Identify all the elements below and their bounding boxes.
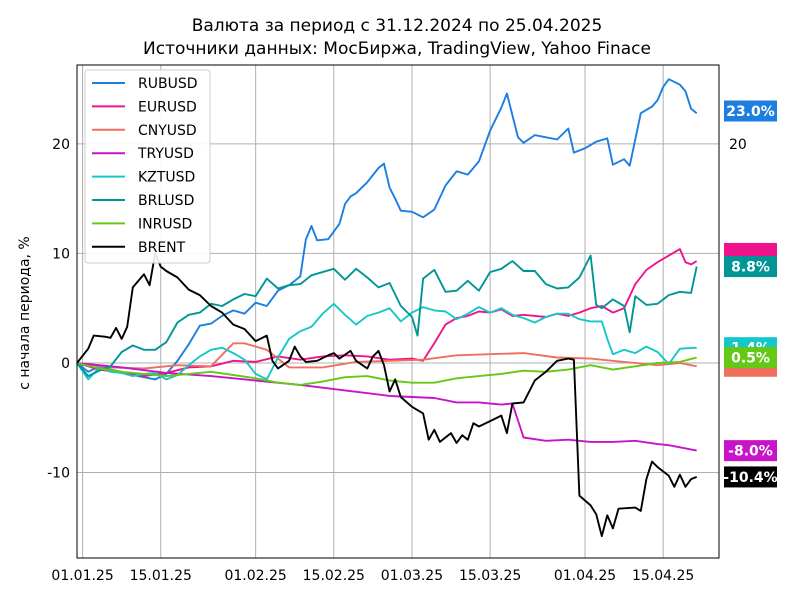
legend-label-brlusd: BRLUSD: [138, 193, 194, 209]
x-tick-label-3: 15.02.25: [303, 568, 365, 584]
end-label-text-0: 23.0%: [726, 104, 775, 120]
series-line-tryusd: [76, 362, 697, 452]
end-labels: 23.0%8.8%1.4%0.5%-8.0%-10.4%: [723, 100, 778, 488]
legend-label-cnyusd: CNYUSD: [138, 123, 197, 139]
end-label-badge-7: [724, 466, 777, 488]
y-tick-label-3: 20: [52, 137, 70, 153]
series-lines: [76, 78, 698, 538]
x-tick-labels: 01.01.25 15.01.25 01.02.25 15.02.25 01.03.25…: [51, 568, 694, 584]
y-tick-labels: -10 0 10 20 20: [47, 137, 747, 482]
end-label-badge-2: [724, 256, 777, 278]
x-tick-label-0: 01.01.25: [51, 568, 113, 584]
end-label-badge-5: [724, 347, 777, 369]
end-label-text-6: -8.0%: [728, 444, 773, 460]
series-line-eurusd: [76, 248, 698, 378]
legend-label-eurusd: EURUSD: [138, 99, 197, 115]
end-label-text-2: 8.8%: [731, 260, 770, 276]
plot-frame: [76, 64, 720, 559]
end-label-text-7: -10.4%: [723, 470, 777, 486]
x-tick-label-1: 15.01.25: [130, 568, 192, 584]
y-tick-label-1: 0: [61, 356, 70, 372]
legend-label-rubusd: RUBUSD: [138, 76, 198, 92]
legend: RUBUSD EURUSD CNYUSD TRYUSD KZTUSD BRLUSD INRU…: [84, 69, 211, 264]
legend-label-tryusd: TRYUSD: [137, 146, 194, 162]
legend-label-brent: BRENT: [138, 240, 186, 256]
x-tick-label-6: 01.04.25: [554, 568, 616, 584]
series-line-brlusd: [76, 254, 698, 378]
y-axis-label: с начала периода, %: [17, 236, 33, 390]
y-tick-label-2: 10: [52, 246, 70, 262]
x-tick-label-5: 15.03.25: [459, 568, 521, 584]
series-line-inrusd: [76, 356, 697, 386]
x-tick-label-4: 01.03.25: [381, 568, 443, 584]
end-label-text-5: 0.5%: [731, 351, 770, 367]
y-right-tick-label-0: 20: [729, 137, 747, 153]
y-tick-label-0: -10: [47, 466, 70, 482]
legend-label-kztusd: KZTUSD: [138, 170, 195, 186]
end-label-badge-6: [724, 440, 777, 462]
legend-label-inrusd: INRUSD: [138, 216, 192, 232]
x-tick-label-2: 01.02.25: [224, 568, 286, 584]
chart-title: Валюта за период с 31.12.2024 по 25.04.2…: [192, 16, 603, 36]
legend-box: [84, 69, 211, 264]
series-line-rubusd: [76, 78, 698, 381]
series-line-cnyusd: [76, 342, 697, 370]
end-label-badge-0: [724, 100, 777, 122]
series-line-kztusd: [76, 302, 697, 381]
x-tick-label-7: 15.04.25: [632, 568, 694, 584]
series-line-brent: [76, 252, 698, 538]
chart-subtitle: Источники данных: МосБиржа, TradingView,…: [143, 39, 651, 59]
